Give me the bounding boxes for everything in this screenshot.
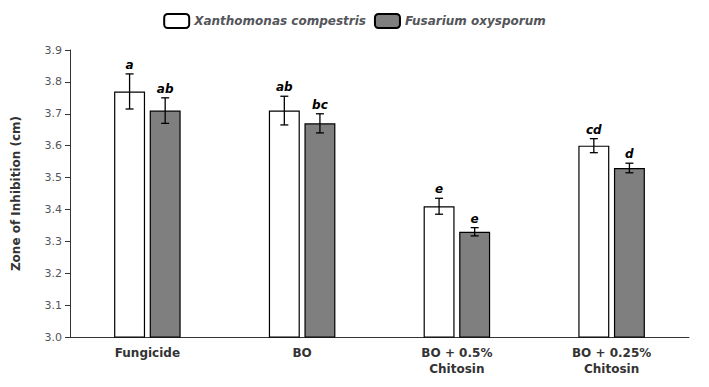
svg-text:3.6: 3.6 (45, 139, 63, 152)
svg-text:3.9: 3.9 (45, 44, 63, 57)
svg-text:e: e (435, 182, 443, 196)
svg-text:3.3: 3.3 (45, 235, 63, 248)
svg-text:3.4: 3.4 (45, 203, 63, 216)
svg-text:bc: bc (312, 98, 328, 112)
svg-text:cd: cd (586, 123, 602, 137)
svg-text:Fusarium oxysporum: Fusarium oxysporum (405, 14, 546, 28)
svg-text:Chitosin: Chitosin (429, 362, 484, 376)
svg-text:Fungicide: Fungicide (115, 346, 180, 360)
svg-text:BO: BO (292, 346, 311, 360)
svg-text:Xanthomonas compestris: Xanthomonas compestris (193, 14, 366, 28)
svg-text:3.8: 3.8 (45, 75, 63, 88)
svg-text:3.0: 3.0 (45, 331, 63, 344)
svg-text:3.7: 3.7 (45, 107, 63, 120)
svg-text:BO + 0.5%: BO + 0.5% (421, 346, 492, 360)
svg-text:BO + 0.25%: BO + 0.25% (572, 346, 651, 360)
svg-text:ab: ab (157, 82, 174, 96)
svg-text:Chitosin: Chitosin (584, 362, 639, 376)
svg-text:3.5: 3.5 (45, 171, 63, 184)
svg-text:d: d (625, 147, 634, 161)
svg-text:ab: ab (276, 80, 293, 94)
svg-text:a: a (126, 58, 134, 72)
svg-text:e: e (471, 212, 479, 226)
svg-text:Zone of Inhibition (cm): Zone of Inhibition (cm) (9, 116, 23, 271)
svg-text:3.2: 3.2 (45, 267, 63, 280)
svg-text:3.1: 3.1 (45, 299, 63, 312)
